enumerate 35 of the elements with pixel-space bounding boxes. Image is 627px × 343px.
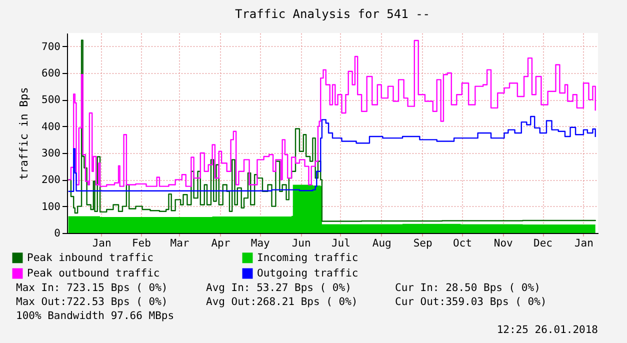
y-tick-label: 300 [42,148,60,160]
y-tick-label: 0 [54,228,60,240]
text: Cur In: 28.50 Bps ( 0%) [395,282,540,294]
y-axis-title: traffic in Bps [18,87,31,180]
y-tick-label: 400 [42,120,60,133]
y-tick-label: 200 [42,174,60,186]
text: 12:25 26.01.2018 [496,324,598,336]
legend-label: Peak outbound traffic [27,268,160,280]
x-tick-label: Feb [132,238,151,250]
x-tick-label: Jul [331,238,350,250]
text: 100% Bandwidth 97.66 MBps [16,310,174,322]
legend-label: Outgoing traffic [257,268,358,280]
legend-label: Incoming traffic [257,252,358,264]
text: Avg In: 53.27 Bps ( 0%) [206,282,352,294]
text: Cur Out:359.03 Bps ( 0%) [395,296,547,308]
x-tick-label: Aug [372,238,392,250]
x-tick-label: Dec [534,238,553,250]
x-tick-label: May [250,238,270,250]
text: Avg Out:268.21 Bps ( 0%) [206,296,358,308]
x-tick-label: Jan [92,238,112,250]
x-tick-label: Jan [574,238,594,250]
y-tick-label: 500 [42,94,60,106]
y-tick-label: 100 [42,200,60,213]
x-tick-label: Oct [452,238,472,250]
x-tick-label: Nov [494,238,513,250]
legend-label: Peak inbound traffic [27,252,154,264]
x-tick-label: Apr [211,238,230,250]
y-tick-label: 700 [42,40,60,53]
x-tick-label: Jun [292,238,311,250]
x-tick-label: Sep [413,238,432,250]
text: Max Out:722.53 Bps ( 0%) [16,296,168,308]
x-tick-label: Mar [170,238,190,250]
chart-title: Traffic Analysis for 541 -- [234,7,430,21]
text: Max In: 723.15 Bps ( 0%) [16,282,168,294]
y-tick-label: 600 [42,68,60,80]
